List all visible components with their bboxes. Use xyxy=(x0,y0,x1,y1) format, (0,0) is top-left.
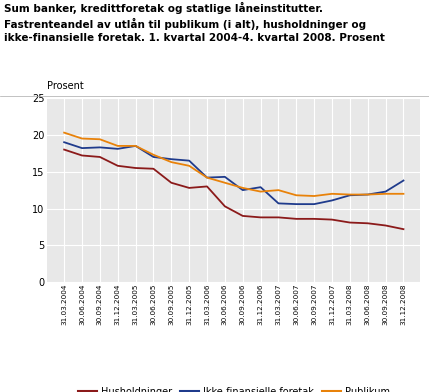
Husholdninger xyxy=(115,163,120,168)
Publikum xyxy=(115,143,120,148)
Husholdninger xyxy=(311,216,317,221)
Husholdninger xyxy=(205,184,210,189)
Publikum xyxy=(133,143,138,148)
Line: Husholdninger: Husholdninger xyxy=(64,150,403,229)
Publikum xyxy=(401,191,406,196)
Husholdninger xyxy=(187,185,192,190)
Husholdninger xyxy=(347,220,353,225)
Husholdninger xyxy=(383,223,388,228)
Ikke-finansielle foretak xyxy=(151,154,156,159)
Publikum xyxy=(347,192,353,197)
Husholdninger xyxy=(276,215,281,220)
Husholdninger xyxy=(79,153,85,158)
Husholdninger xyxy=(258,215,263,220)
Husholdninger xyxy=(294,216,299,221)
Publikum xyxy=(169,160,174,165)
Ikke-finansielle foretak xyxy=(187,158,192,163)
Husholdninger xyxy=(169,180,174,185)
Publikum xyxy=(276,188,281,192)
Publikum xyxy=(383,191,388,196)
Ikke-finansielle foretak xyxy=(240,188,245,192)
Publikum xyxy=(187,163,192,168)
Ikke-finansielle foretak xyxy=(97,145,103,150)
Husholdninger xyxy=(133,166,138,171)
Ikke-finansielle foretak xyxy=(294,202,299,207)
Husholdninger xyxy=(222,204,227,209)
Publikum xyxy=(240,185,245,190)
Publikum xyxy=(97,137,103,142)
Husholdninger xyxy=(329,217,335,222)
Line: Ikke-finansielle foretak: Ikke-finansielle foretak xyxy=(64,142,403,204)
Line: Publikum: Publikum xyxy=(64,132,403,196)
Ikke-finansielle foretak xyxy=(169,157,174,162)
Publikum xyxy=(258,189,263,194)
Ikke-finansielle foretak xyxy=(311,202,317,207)
Husholdninger xyxy=(401,227,406,232)
Text: Prosent: Prosent xyxy=(47,81,84,91)
Ikke-finansielle foretak xyxy=(365,192,370,197)
Ikke-finansielle foretak xyxy=(383,189,388,194)
Publikum xyxy=(62,130,67,135)
Publikum xyxy=(311,194,317,198)
Publikum xyxy=(329,191,335,196)
Ikke-finansielle foretak xyxy=(276,201,281,206)
Husholdninger xyxy=(97,154,103,159)
Publikum xyxy=(294,193,299,198)
Legend: Husholdninger, Ikke-finansielle foretak, Publikum: Husholdninger, Ikke-finansielle foretak,… xyxy=(74,383,394,392)
Ikke-finansielle foretak xyxy=(133,143,138,148)
Ikke-finansielle foretak xyxy=(62,140,67,145)
Husholdninger xyxy=(151,166,156,171)
Publikum xyxy=(79,136,85,141)
Ikke-finansielle foretak xyxy=(347,193,353,198)
Publikum xyxy=(222,180,227,185)
Ikke-finansielle foretak xyxy=(205,175,210,180)
Ikke-finansielle foretak xyxy=(79,146,85,151)
Husholdninger xyxy=(365,221,370,226)
Husholdninger xyxy=(62,147,67,152)
Publikum xyxy=(151,152,156,157)
Ikke-finansielle foretak xyxy=(222,174,227,179)
Ikke-finansielle foretak xyxy=(115,147,120,151)
Publikum xyxy=(205,175,210,180)
Ikke-finansielle foretak xyxy=(329,198,335,203)
Ikke-finansielle foretak xyxy=(258,185,263,189)
Husholdninger xyxy=(240,214,245,218)
Ikke-finansielle foretak xyxy=(401,178,406,183)
Publikum xyxy=(365,192,370,197)
Text: Sum banker, kredittforetak og statlige låneinstitutter.
Fastrenteandel av utlån : Sum banker, kredittforetak og statlige l… xyxy=(4,2,385,44)
